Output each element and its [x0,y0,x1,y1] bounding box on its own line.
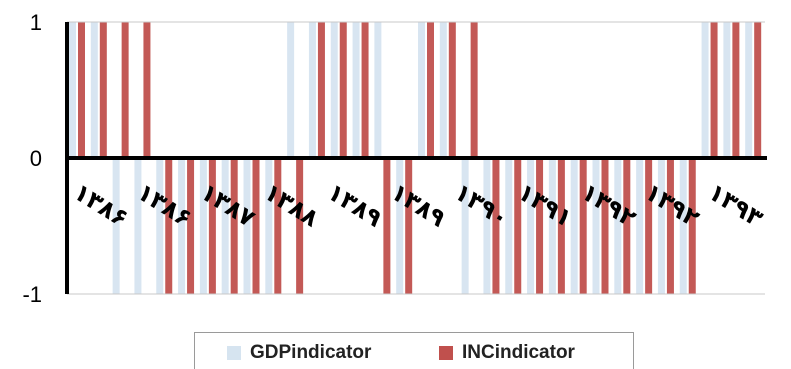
gdp-bar-22 [548,158,556,294]
gdp-bar-13 [352,22,360,158]
inc-bar-17 [448,22,456,158]
gdp-bar-10 [287,22,295,158]
gdp-bar-7 [221,158,229,294]
legend-item-inc: INCindicator [439,342,575,364]
gdp-bar-8 [243,158,251,294]
inc-bar-23 [579,158,587,294]
gdp-bar-11 [308,22,316,158]
inc-bar-11 [317,22,325,158]
y-tick-label-0: 1 [30,10,42,35]
gdp-bar-25 [614,158,622,294]
inc-bar-1 [99,22,107,158]
gdp-bar-15 [396,158,404,294]
gdp-bar-31 [745,22,753,158]
legend-label-gdp: GDPindicator [250,342,372,363]
inc-bar-16 [427,22,434,158]
gdp-bar-4 [156,158,164,294]
inc-bar-15 [405,158,413,294]
gdp-bar-0 [69,22,76,158]
x-tick-label-1: ۱۳۸۶ [132,178,197,233]
inc-bar-13 [361,22,369,158]
legend-label-inc: INCindicator [462,342,575,363]
inc-bar-14 [383,158,391,294]
inc-bar-2 [121,22,129,158]
legend: GDPindicator INCindicator [194,332,634,369]
inc-bar-5 [187,158,195,294]
gdp-bar-27 [657,158,665,294]
inc-bar-31 [754,22,762,158]
gdp-bar-14 [374,22,382,158]
gdp-bar-9 [265,158,273,294]
x-tick-label-0: ۱۳۸۶ [69,178,134,233]
inc-bar-10 [296,158,304,294]
inc-bar-9 [274,158,282,294]
x-tick-label-7: ۱۳۹۱ [513,178,578,233]
gdp-bar-17 [439,22,447,158]
x-tick-label-6: ۱۳۹۰ [449,178,514,233]
legend-swatch-gdp [227,346,241,360]
inc-bar-6 [208,158,216,294]
inc-bar-4 [165,158,173,294]
gdp-bar-26 [636,158,644,294]
gdp-bar-29 [701,22,709,158]
inc-bar-29 [710,22,718,158]
inc-bar-21 [536,158,544,294]
x-tick-label-5: ۱۳۸۹ [386,178,451,233]
gdp-bar-5 [178,158,186,294]
gdp-bar-2 [112,158,120,294]
y-tick-label-2: -1 [22,282,42,307]
inc-bar-24 [601,158,609,294]
gdp-bar-28 [679,158,687,294]
inc-bar-25 [623,158,631,294]
inc-bar-7 [230,158,238,294]
inc-bar-18 [470,22,478,158]
inc-bar-8 [252,158,260,294]
inc-bar-3 [143,22,151,158]
gdp-bar-12 [330,22,338,158]
legend-swatch-inc [439,346,453,360]
inc-bar-28 [688,158,696,294]
inc-bar-12 [339,22,347,158]
legend-item-gdp: GDPindicator [227,342,371,364]
inc-bar-19 [492,158,500,294]
gdp-bar-6 [199,158,207,294]
y-tick-label-1: 0 [30,146,42,171]
gdp-bar-19 [483,158,491,294]
bars-layer [69,22,762,294]
gdp-bar-21 [527,158,535,294]
gdp-bar-24 [592,158,600,294]
inc-bar-0 [78,22,85,158]
inc-bar-30 [732,22,740,158]
gdp-bar-30 [723,22,731,158]
gdp-bar-18 [461,158,469,294]
inc-bar-20 [514,158,522,294]
gdp-bar-16 [418,22,425,158]
gdp-bar-20 [505,158,513,294]
gdp-bar-3 [134,158,142,294]
gdp-bar-23 [570,158,578,294]
y-tick-labels: 1 0 -1 [22,10,42,307]
inc-bar-27 [666,158,674,294]
x-tick-label-10: ۱۳۹۳ [703,178,768,233]
gdp-bar-1 [90,22,98,158]
inc-bar-26 [645,158,653,294]
x-tick-label-4: ۱۳۸۹ [322,178,387,233]
inc-bar-22 [557,158,565,294]
